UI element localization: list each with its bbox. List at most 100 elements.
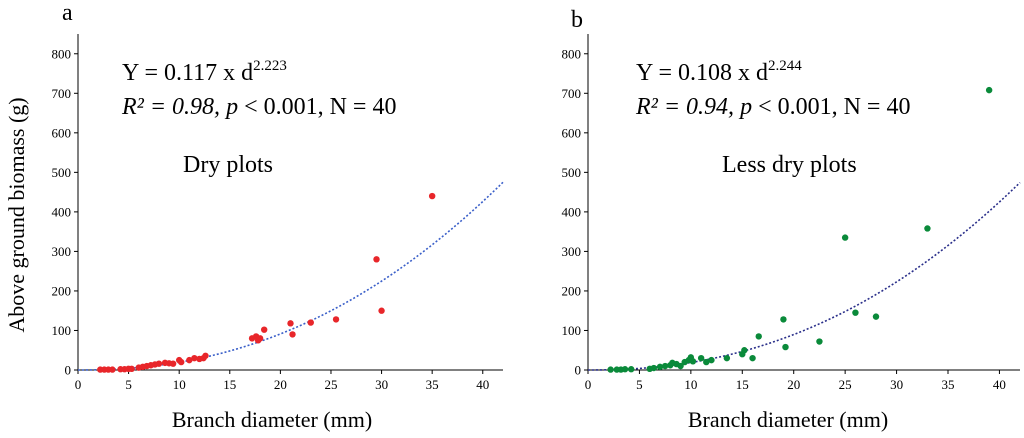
panel-a-equation: Y = 0.117 x d2.223	[122, 58, 287, 86]
panel-a-data-point	[378, 307, 385, 314]
panel-a-data-point	[332, 316, 340, 323]
panel-a-x-tick-label: 25	[324, 377, 337, 392]
panel-a-y-tick-label: 0	[65, 363, 72, 378]
panel-b-x-tick-label: 5	[636, 377, 643, 392]
panel-a-data-point	[256, 335, 264, 342]
panel-b-stats: R² = 0.94, p < 0.001, N = 40	[635, 94, 910, 120]
panel-b-data-point	[749, 354, 756, 362]
panel-a-x-tick-label: 5	[125, 377, 132, 392]
panel-b-data-point	[628, 366, 635, 373]
panel-b-data-point	[689, 358, 697, 365]
panel-b-y-tick-label: 600	[562, 125, 582, 140]
panel-a-dry-plots: a Above ground biomass (g) Branch diamet…	[4, 0, 504, 432]
panel-a-data-point	[287, 320, 294, 327]
panel-a-y-tick-label: 500	[52, 165, 72, 180]
panel-b-y-tick-label: 0	[575, 363, 582, 378]
panel-b-letter: b	[571, 7, 583, 33]
panel-b-fit-curve	[588, 181, 1021, 371]
panel-a-y-tick-label: 300	[52, 244, 72, 259]
panel-a-y-tick-label: 800	[52, 46, 72, 61]
panel-a-fit-curve	[78, 181, 504, 371]
panel-b-data-point	[661, 362, 669, 370]
panel-b-axes: 0 5 10 15 20 25 30 35 40010020030040050060070080…	[562, 34, 1021, 392]
panel-a-data-point	[169, 360, 177, 367]
panel-b-data-point	[708, 356, 715, 364]
panel-b-x-tick-label: 40	[993, 377, 1006, 392]
panel-b-x-tick-label: 25	[839, 377, 852, 392]
panel-a-x-tick-label: 15	[223, 377, 236, 392]
panel-a-x-tick-label: 10	[173, 377, 186, 392]
panel-b-data-point	[872, 313, 880, 320]
panel-b-data-point	[677, 362, 684, 370]
panel-a-data-point	[202, 352, 209, 359]
panel-a-data-point	[155, 360, 163, 367]
panel-b-data-point	[650, 364, 658, 372]
panel-a-x-tick-label: 30	[375, 377, 388, 392]
panel-a-data-point	[178, 358, 185, 366]
panel-b-x-tick-label: 15	[736, 377, 749, 392]
panel-b-data-point	[841, 234, 849, 241]
panel-b-y-tick-label: 300	[562, 244, 582, 259]
panel-b-y-tick-label: 500	[562, 165, 582, 180]
panel-b-data-point	[782, 343, 789, 351]
panel-a-y-tick-label: 700	[52, 86, 72, 101]
panel-b-data-point	[723, 354, 731, 362]
panel-b-data-point	[697, 354, 705, 362]
panel-b-data-point	[607, 366, 614, 373]
panel-a-data-point	[289, 331, 296, 338]
panel-a-p-rest: < 0.001, N = 40	[238, 94, 396, 120]
panel-a-data-point	[109, 366, 116, 373]
panel-a-x-tick-label: 20	[274, 377, 287, 392]
panel-a-p-symbol: p	[224, 94, 238, 120]
panel-b-data-point	[816, 338, 823, 345]
panel-b-y-tick-label: 700	[562, 86, 582, 101]
panel-a-equation-exponent: 2.223	[253, 58, 287, 74]
panel-b-x-tick-label: 35	[942, 377, 955, 392]
panel-a-y-tick-label: 600	[52, 125, 72, 140]
panel-b-equation: Y = 0.108 x d2.244	[636, 58, 802, 86]
panel-a-title: Dry plots	[183, 152, 273, 178]
panel-a-letter: a	[62, 0, 73, 26]
panel-b-x-tick-label: 30	[890, 377, 903, 392]
panel-b-equation-base: Y = 0.108 x d	[636, 60, 768, 86]
panel-b-x-tick-label: 20	[787, 377, 800, 392]
panel-a-data-point	[191, 354, 198, 362]
panel-b-data-point	[621, 366, 629, 373]
panel-a-x-axis-title: Branch diameter (mm)	[172, 407, 372, 432]
panel-a-x-tick-label: 40	[476, 377, 489, 392]
panel-a-data-point	[307, 319, 314, 326]
panel-b-data-point	[985, 86, 993, 94]
panel-b-data-point	[852, 309, 859, 316]
panel-b-p-symbol: p	[738, 94, 752, 120]
panel-a-y-tick-label: 100	[52, 323, 72, 338]
panel-b-y-tick-label: 800	[562, 46, 582, 61]
panel-a-data-point	[128, 365, 135, 373]
panel-a-axes: 0 5 10 15 20 25 30 35 40010020030040050060070080…	[52, 34, 504, 392]
panel-b-data-point	[780, 316, 787, 323]
panel-b-data-point	[741, 347, 748, 354]
panel-a-y-tick-label: 400	[52, 204, 72, 219]
panel-b-data-point	[924, 225, 931, 232]
panel-b-x-tick-label: 10	[684, 377, 697, 392]
panel-b-x-tick-label: 0	[585, 377, 592, 392]
panel-a-stats: R² = 0.98, p < 0.001, N = 40	[121, 94, 396, 120]
panel-a-data-point	[186, 356, 193, 364]
panel-a-data-point	[260, 326, 268, 333]
panel-b-x-axis-title: Branch diameter (mm)	[688, 407, 888, 432]
panel-a-x-tick-label: 0	[75, 377, 82, 392]
panel-b-data-point	[656, 363, 664, 371]
panel-a-x-tick-label: 35	[426, 377, 439, 392]
panel-b-data-point	[755, 333, 762, 340]
panel-b-p-rest: < 0.001, N = 40	[752, 94, 910, 120]
panel-a-y-axis-title: Above ground biomass (g)	[4, 97, 29, 332]
panel-a-data-point	[373, 256, 380, 263]
panel-b-equation-exponent: 2.244	[768, 58, 802, 74]
panel-b-y-tick-label: 100	[562, 323, 582, 338]
panel-a-y-tick-label: 200	[52, 283, 72, 298]
panel-a-equation-base: Y = 0.117 x d	[122, 60, 253, 86]
panel-b-less-dry-plots: b Branch diameter (mm) Y = 0.108 x d2.24…	[562, 7, 1021, 432]
panel-b-title: Less dry plots	[722, 152, 857, 178]
panel-b-y-tick-label: 200	[562, 283, 582, 298]
panel-a-r2: R² = 0.98,	[121, 94, 226, 120]
